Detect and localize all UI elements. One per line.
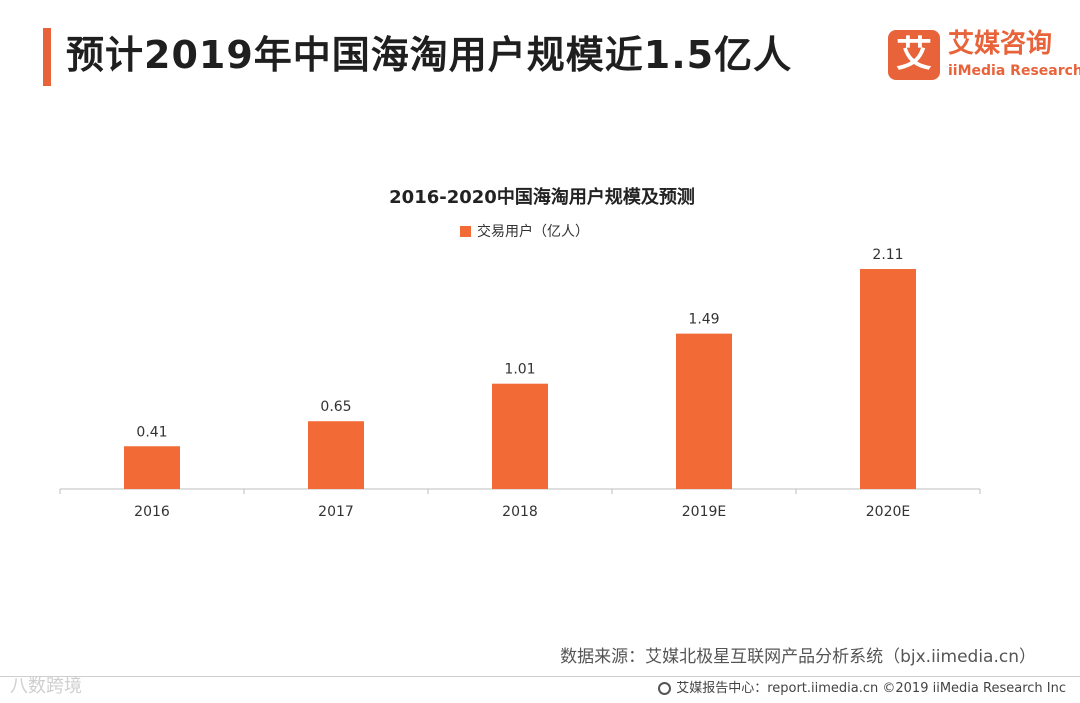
brand-logo: 艾 艾媒咨询 iiMedia Research	[888, 28, 1080, 84]
bar-2018	[492, 383, 548, 489]
title-accent-bar	[43, 28, 51, 86]
x-tick-label-2018: 2018	[502, 504, 538, 520]
bar-group: 0.41 2016 0.65 2017 1.01 2018 1.49 2019E 2.11 202…	[59, 247, 981, 520]
x-tick-label-2016: 2016	[134, 504, 170, 520]
footer-credit-text: 艾媒报告中心：report.iimedia.cn ©2019 iiMedia R…	[676, 681, 1066, 696]
data-label-2016: 0.41	[136, 424, 167, 440]
footer-divider	[0, 676, 1080, 677]
footer-credit: 艾媒报告中心：report.iimedia.cn ©2019 iiMedia R…	[658, 679, 1066, 699]
bar-2019E	[676, 333, 732, 489]
chart-title: 2016-2020中国海淘用户规模及预测	[389, 186, 695, 208]
logo-icon: 艾	[888, 30, 940, 80]
logo-english-name: iiMedia Research	[948, 63, 1080, 79]
data-label-2019E: 1.49	[688, 312, 719, 328]
bar-chart: 2016-2020中国海淘用户规模及预测 交易用户（亿人） 0.4120160.…	[59, 186, 981, 520]
data-label-2017: 0.65	[320, 399, 351, 415]
x-tick-label-2019E: 2019E	[682, 504, 726, 520]
bar-2017	[308, 421, 364, 489]
bar-2016	[124, 446, 180, 489]
bar-2020E	[860, 269, 916, 489]
logo-chinese-name: 艾媒咨询	[948, 29, 1053, 59]
x-tick-label-2017: 2017	[318, 504, 354, 520]
legend-swatch	[460, 226, 471, 237]
data-source-note: 数据来源：艾媒北极星互联网产品分析系统（bjx.iimedia.cn）	[560, 647, 1036, 667]
data-label-2020E: 2.11	[872, 247, 903, 263]
page-title: 预计2019年中国海淘用户规模近1.5亿人	[66, 33, 793, 77]
data-label-2018: 1.01	[504, 362, 535, 378]
watermark: 八数跨境	[10, 676, 82, 697]
legend-label: 交易用户（亿人）	[477, 223, 589, 240]
globe-icon	[658, 682, 672, 695]
x-tick-label-2020E: 2020E	[866, 504, 910, 520]
